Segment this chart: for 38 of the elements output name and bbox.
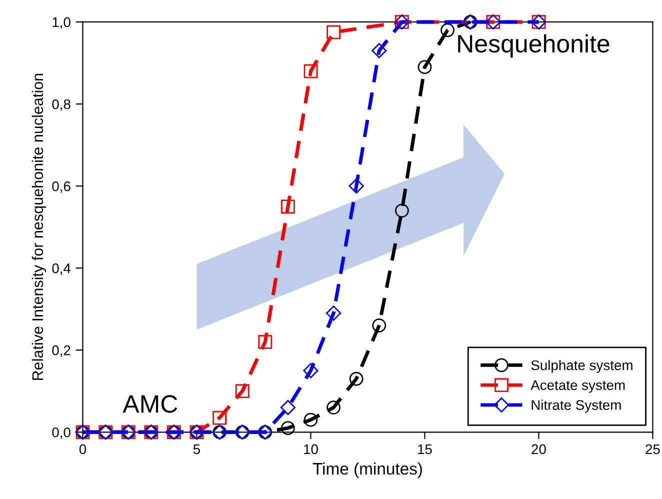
point — [212, 410, 226, 425]
point — [280, 400, 296, 416]
y-tick-label: 0,6 — [52, 181, 70, 193]
y-axis-title: Relative Intensity for nesquehonite nucleation — [32, 74, 46, 380]
point — [372, 318, 386, 332]
point — [258, 334, 272, 349]
x-tick-label: 10 — [304, 444, 318, 454]
y-tick-label: 0,8 — [52, 99, 70, 111]
x-tick-label: 25 — [646, 444, 660, 454]
point — [235, 384, 250, 398]
y-tick-label: 0,4 — [52, 263, 71, 275]
point — [304, 64, 318, 78]
point — [281, 200, 295, 214]
legend-label: Acetate system — [530, 380, 625, 393]
point — [349, 372, 364, 386]
point — [326, 25, 340, 40]
point — [281, 421, 295, 435]
x-axis-title: Time (minutes) — [312, 462, 422, 478]
point — [418, 60, 432, 74]
point — [326, 306, 342, 321]
x-tick-label: 5 — [193, 444, 200, 454]
legend-label: Nitrate System — [532, 400, 621, 413]
point — [304, 412, 318, 427]
legend-label: Sulphate system — [531, 360, 632, 373]
point — [440, 23, 454, 38]
point — [303, 363, 318, 378]
y-tick-label: 0,0 — [52, 427, 70, 439]
y-tick-label: 1,0 — [52, 17, 70, 29]
x-tick-label: 15 — [418, 444, 432, 454]
x-tick-label: 20 — [532, 444, 546, 454]
point — [394, 204, 409, 218]
annotation: Nesquehonite — [458, 34, 610, 58]
point — [326, 400, 340, 414]
y-tick-label: 0,2 — [52, 345, 70, 357]
x-tick-label: 0 — [79, 444, 86, 454]
point — [372, 43, 387, 58]
point — [348, 178, 364, 194]
annotation: AMC — [122, 395, 178, 413]
